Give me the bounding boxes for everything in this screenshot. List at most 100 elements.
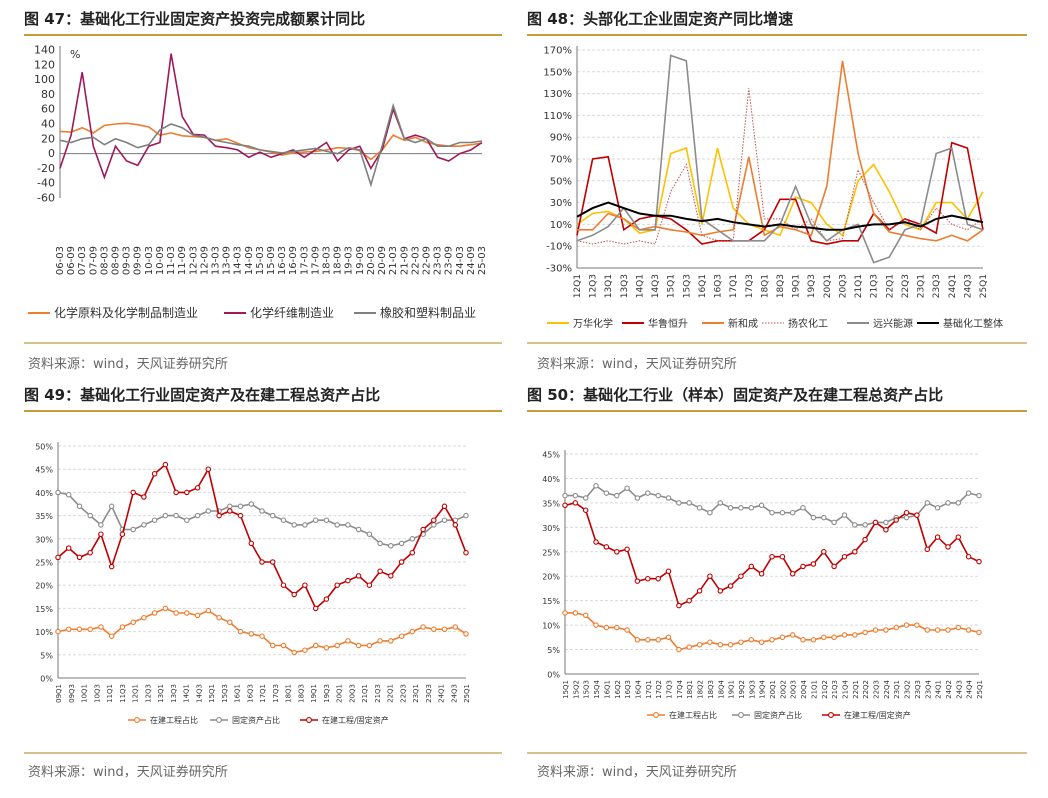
legend-entry: 化学纤维制造业 — [224, 305, 334, 320]
x-tick-label: 23Q3 — [932, 274, 942, 298]
x-tick-label: 18-03 — [322, 246, 333, 275]
x-tick-label: 11-09 — [177, 246, 188, 275]
x-tick-label: 15Q4 — [593, 679, 601, 698]
x-tick-label: 23Q4 — [924, 679, 932, 698]
data-point — [452, 522, 459, 528]
data-point — [259, 508, 265, 514]
series-2 — [577, 60, 984, 242]
data-point — [831, 634, 837, 641]
data-point — [841, 512, 848, 518]
y-tick-label: 0% — [40, 675, 53, 684]
data-point — [194, 512, 201, 519]
data-point — [572, 492, 579, 499]
data-point — [914, 622, 920, 628]
y-tick-label: 110% — [543, 111, 572, 122]
data-point — [852, 522, 858, 528]
y-tick-label: 60 — [41, 103, 55, 116]
data-point — [388, 573, 394, 579]
data-point — [87, 626, 93, 633]
data-point — [269, 559, 276, 565]
data-point — [420, 624, 426, 630]
data-point — [727, 505, 734, 511]
series-line — [576, 141, 984, 245]
data-point — [409, 536, 416, 542]
data-point — [291, 522, 297, 528]
series-1 — [562, 483, 982, 528]
x-tick-label: 06-03 — [55, 246, 66, 275]
data-point — [302, 582, 308, 588]
x-tick-label: 07-03 — [77, 246, 88, 275]
x-tick-label: 16Q1 — [698, 274, 708, 298]
y-tick-label: -60 — [37, 192, 55, 205]
series-0 — [562, 610, 982, 653]
data-point — [614, 492, 620, 499]
data-point — [903, 514, 910, 521]
data-point — [108, 633, 115, 639]
source-note: 资料来源：wind，天风证券研究所 — [28, 765, 228, 780]
series-line — [577, 60, 984, 242]
data-point — [872, 627, 879, 633]
x-tick-label: 15Q3 — [221, 684, 229, 703]
x-tick-label: 23-09 — [444, 246, 455, 275]
series-line — [565, 484, 980, 526]
chart-title: 图 49：基础化工行业固定资产及在建工程总资产占比 — [24, 386, 381, 404]
legend-label: 扬农化工 — [788, 317, 828, 330]
data-point — [562, 502, 568, 509]
chart-title: 图 50：基础化工行业（样本）固定资产及在建工程总资产占比 — [527, 386, 944, 404]
y-tick-label: 0% — [547, 671, 560, 680]
data-point — [334, 582, 340, 588]
x-tick-label: 24-09 — [466, 246, 477, 275]
x-tick-label: 19Q3 — [807, 274, 817, 298]
x-tick-label: 16Q1 — [234, 684, 242, 703]
data-point — [441, 503, 448, 510]
data-point — [769, 509, 775, 516]
data-point — [645, 490, 651, 496]
y-tick-label: 25% — [542, 548, 560, 557]
data-point — [366, 582, 373, 588]
y-tick-label: 120 — [34, 58, 55, 71]
x-tick-label: 25Q1 — [979, 274, 989, 298]
data-point — [665, 495, 672, 501]
series-1 — [576, 141, 984, 245]
data-point — [280, 642, 287, 649]
x-tick-label: 21Q1 — [361, 684, 369, 703]
data-point — [883, 519, 889, 526]
data-point — [237, 512, 244, 519]
data-point — [237, 503, 244, 510]
legend-marker — [216, 717, 222, 723]
data-point — [323, 596, 330, 602]
legend-label: 在建工程占比 — [150, 715, 198, 725]
data-point — [707, 639, 713, 645]
x-tick-label: 23Q1 — [917, 274, 927, 298]
data-point — [141, 614, 147, 621]
data-point — [789, 632, 796, 638]
legend-marker — [828, 712, 834, 718]
data-point — [769, 637, 775, 643]
data-point — [280, 517, 287, 523]
x-tick-label: 13Q3 — [620, 274, 630, 298]
data-point — [76, 503, 83, 510]
line-chart-48: -30% -10% 10% 30% 50% 70% 90% 110% 130% 150% 170% 1… — [543, 46, 1003, 331]
data-point — [810, 561, 817, 567]
data-point — [119, 531, 126, 537]
x-tick-label: 11Q3 — [119, 684, 127, 703]
data-point — [852, 549, 858, 555]
chart-panel-49: 图 49：基础化工行业固定资产及在建工程总资产占比 0% 5% 10% 15% 20% 2… — [24, 380, 502, 798]
data-point — [108, 503, 115, 510]
x-tick-label: 15-03 — [255, 246, 266, 275]
x-tick-label: 10Q1 — [81, 684, 89, 703]
y-tick-label: 170% — [543, 46, 572, 57]
data-point — [216, 512, 222, 519]
data-point — [227, 508, 233, 514]
data-point — [758, 639, 765, 645]
data-point — [696, 641, 703, 648]
legend-entry: 在建工程/固定资产 — [822, 710, 911, 720]
x-tick-label: 09-09 — [133, 246, 144, 275]
x-tick-label: 17Q1 — [729, 274, 739, 298]
data-point — [194, 485, 201, 491]
x-tick-label: 22Q1 — [387, 684, 395, 703]
data-point — [717, 500, 724, 506]
x-tick-label: 13-03 — [210, 246, 221, 275]
data-point — [582, 495, 589, 501]
x-tick-label: 22Q1 — [885, 274, 895, 298]
